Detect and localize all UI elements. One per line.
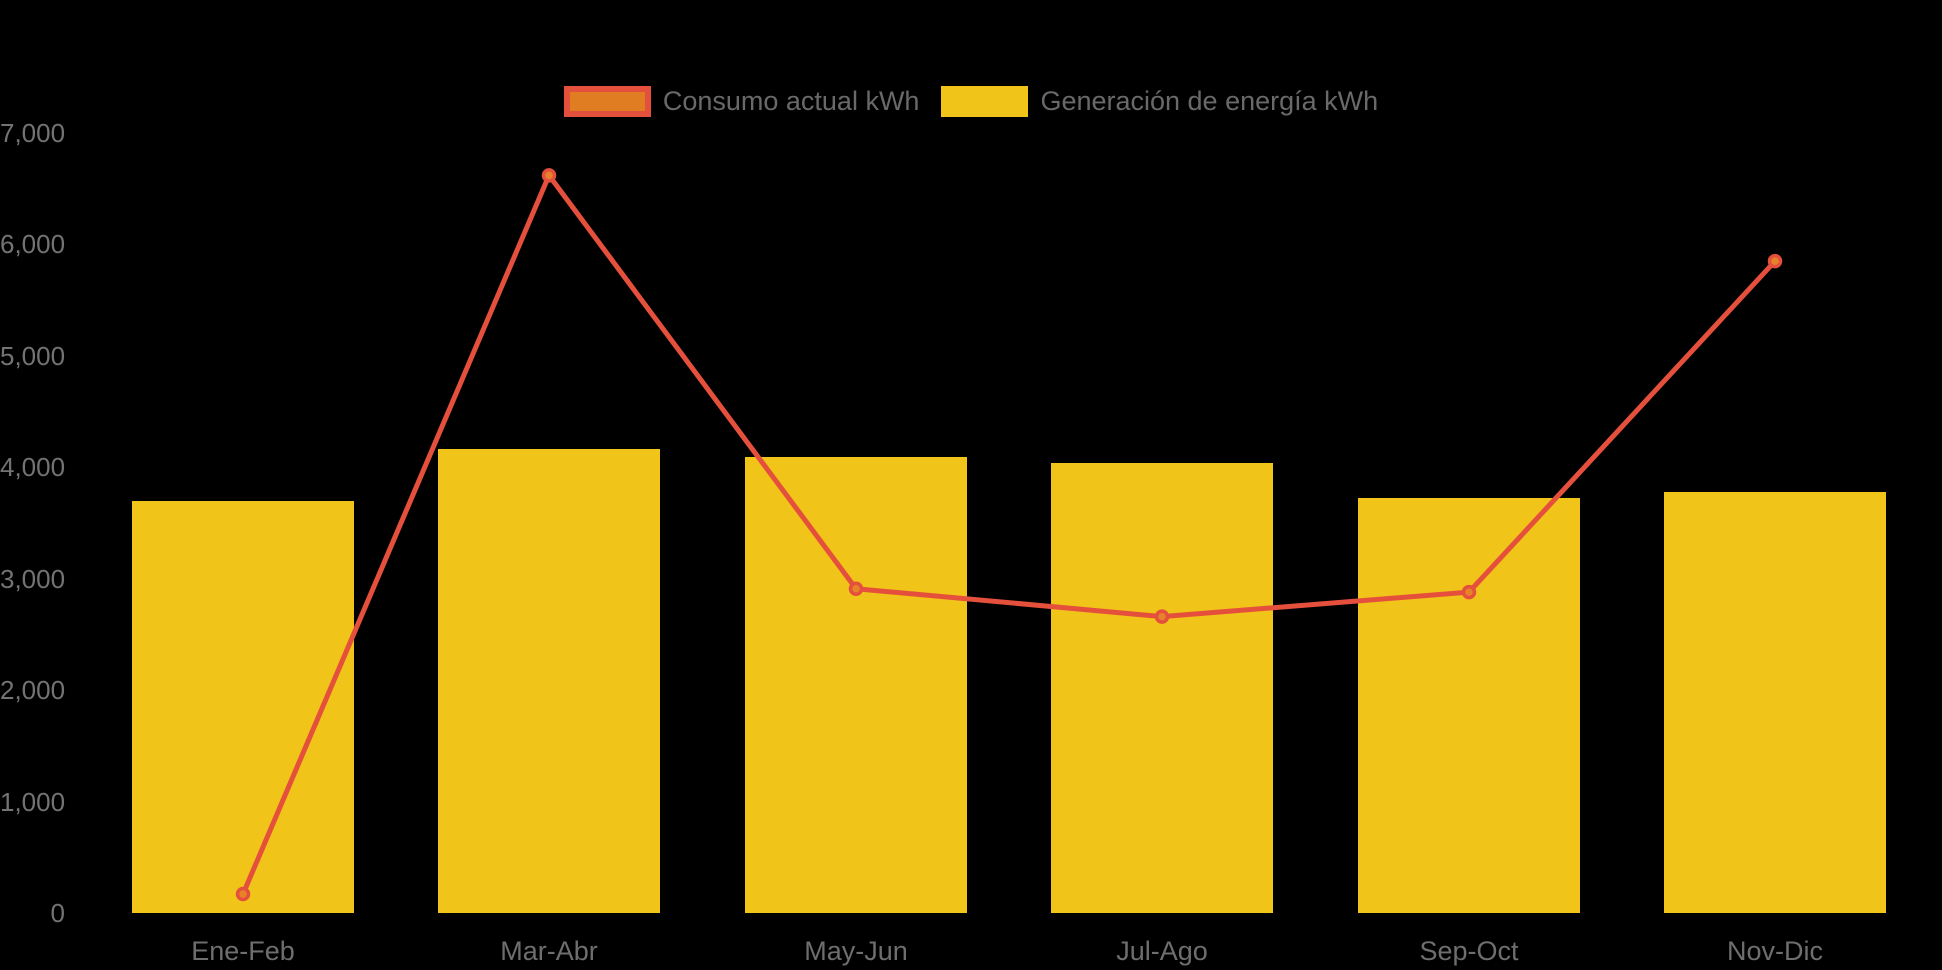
consumo-data-point[interactable] (1767, 253, 1783, 269)
x-category-label: Mar-Abr (500, 936, 598, 966)
generacion-bar[interactable] (1358, 498, 1580, 913)
generacion-bar[interactable] (438, 449, 660, 913)
consumo-line-path (240, 170, 1777, 896)
consumo-data-point[interactable] (235, 886, 251, 902)
y-tick-label: 6,000 (0, 229, 66, 260)
consumo-swatch-icon (563, 85, 651, 117)
legend-label-consumo: Consumo actual kWh (662, 86, 920, 116)
y-tick-label: 5,000 (0, 340, 66, 371)
generacion-bar[interactable] (132, 500, 354, 913)
consumo-data-point[interactable] (848, 581, 864, 596)
generacion-bar[interactable] (745, 457, 967, 913)
generacion-swatch-icon (941, 85, 1029, 117)
x-category-label: Jul-Ago (1116, 936, 1208, 966)
x-category-label: May-Jun (804, 936, 908, 966)
legend-item-consumo[interactable]: Consumo actual kWh (563, 84, 920, 118)
consumo-data-point[interactable] (1154, 609, 1170, 624)
x-category-label: Nov-Dic (1726, 936, 1823, 966)
generacion-bar[interactable] (1664, 491, 1886, 913)
generacion-bar[interactable] (1051, 462, 1273, 913)
consumo-data-point[interactable] (541, 168, 557, 183)
x-category-label: Sep-Oct (1419, 936, 1519, 966)
legend-label-generacion: Generación de energía kWh (1040, 86, 1379, 116)
chart-legend: Consumo actual kWh Generación de energía… (0, 84, 1942, 118)
legend-item-generacion[interactable]: Generación de energía kWh (941, 84, 1378, 118)
consumo-data-point[interactable] (1461, 584, 1477, 600)
y-tick-label: 1,000 (0, 786, 66, 817)
y-tick-label: 2,000 (0, 675, 66, 706)
y-tick-label: 7,000 (0, 118, 66, 148)
y-tick-label: 4,000 (0, 452, 66, 483)
y-tick-label: 3,000 (0, 563, 66, 594)
x-category-label: Ene-Feb (191, 936, 295, 966)
y-tick-label: 0 (50, 898, 65, 928)
